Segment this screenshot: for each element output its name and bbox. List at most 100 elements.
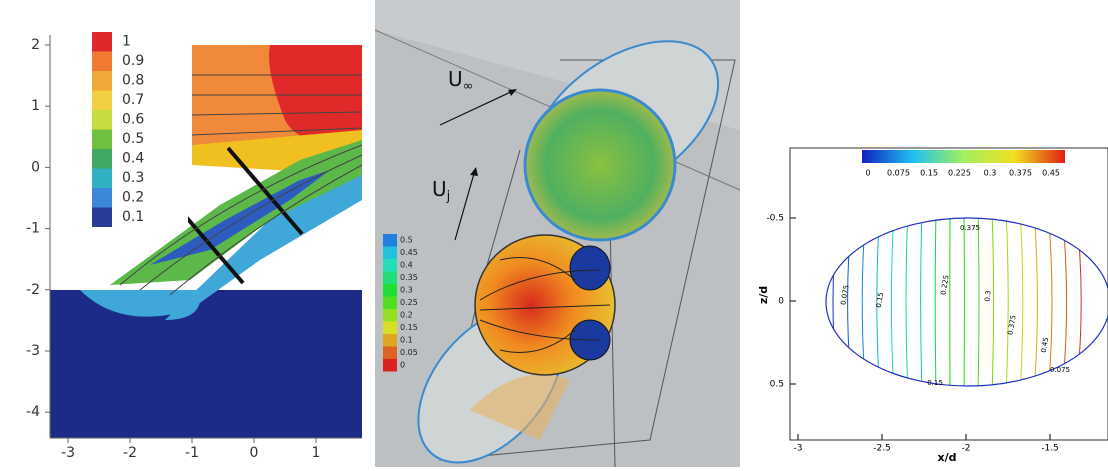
colorbar-swatch xyxy=(383,272,397,285)
colorbar xyxy=(862,150,1065,163)
colorbar-label: 0.1 xyxy=(400,336,413,345)
colorbar-label: 0.9 xyxy=(122,53,144,69)
subscript: ∞ xyxy=(463,79,474,94)
contour-label: 0.3 xyxy=(984,290,993,302)
y-tick-label: 0.5 xyxy=(770,380,784,390)
contour-outline xyxy=(826,218,1108,386)
vortex xyxy=(570,246,610,290)
contour-label: 0.45 xyxy=(1040,337,1051,354)
colorbar-label: 0.45 xyxy=(1042,169,1060,178)
y-tick-label: 0 xyxy=(778,297,784,307)
y-tick-label: 0 xyxy=(31,159,40,175)
colorbar-label: 0.25 xyxy=(400,298,418,307)
colorbar-swatch xyxy=(92,71,112,91)
symbol: U xyxy=(448,67,463,91)
plot-frame xyxy=(790,148,1108,440)
colorbar-label: 0.4 xyxy=(122,151,144,167)
colorbar-label: 0.7 xyxy=(122,92,144,108)
contour-label: 0.225 xyxy=(939,274,950,295)
contour-line xyxy=(921,210,922,394)
colorbar-swatch xyxy=(383,259,397,272)
colorbar-label: 0.075 xyxy=(887,169,910,178)
colorbar-label: 0.3 xyxy=(122,170,144,186)
y-tick-label: -0.5 xyxy=(766,214,784,224)
contour-line xyxy=(906,210,908,394)
colorbar-swatch xyxy=(92,32,112,52)
colorbar-label: 0.6 xyxy=(122,112,144,128)
colorbar-label: 0.375 xyxy=(1009,169,1032,178)
colorbar-label: 0 xyxy=(400,361,405,370)
contour-label: 0.15 xyxy=(875,292,886,309)
colorbar-label: 0 xyxy=(865,169,870,178)
y-tick-label: 1 xyxy=(31,98,40,114)
colorbar-label: 0.45 xyxy=(400,248,418,257)
colorbar-swatch xyxy=(92,110,112,130)
contour-label: 0.075 xyxy=(839,284,850,305)
contour-line xyxy=(1076,210,1081,394)
x-tick-label: -2 xyxy=(962,444,971,454)
colorbar-swatch xyxy=(92,130,112,150)
colorbar-swatch xyxy=(383,347,397,360)
colorbar-label: 0.1 xyxy=(122,209,144,225)
symbol: U xyxy=(432,177,447,201)
colorbar-swatch xyxy=(383,247,397,260)
colorbar-label: 0.15 xyxy=(400,323,418,332)
contour-line xyxy=(1020,210,1023,394)
contour-line xyxy=(891,210,894,394)
y-tick-label: -1 xyxy=(26,221,40,237)
colorbar-swatch xyxy=(92,169,112,189)
contour-line xyxy=(935,210,936,394)
colorbar-swatch xyxy=(383,359,397,372)
x-tick-label: -2 xyxy=(123,445,137,461)
colorbar-label: 0.35 xyxy=(400,273,418,282)
subscript: j xyxy=(446,189,451,204)
y-tick-label: -3 xyxy=(26,343,40,359)
colorbar-swatch xyxy=(92,208,112,228)
contour-line xyxy=(862,210,866,394)
contour-label: 0.075 xyxy=(1050,366,1070,374)
y-tick-label: 2 xyxy=(31,37,40,53)
y-tick-label: -4 xyxy=(26,404,40,420)
x-tick-label: 0 xyxy=(250,445,259,461)
y-tick-label: -2 xyxy=(26,282,40,298)
colorbar-swatch xyxy=(383,297,397,310)
colorbar-label: 0.8 xyxy=(122,73,144,89)
y-axis-label: z/d xyxy=(757,286,770,304)
x-tick-label: -1.5 xyxy=(1041,444,1059,454)
contour-line xyxy=(992,210,994,394)
contour-label: 0.375 xyxy=(960,224,980,232)
panel-2: U∞ Uj xyxy=(375,0,747,467)
colorbar-label: 0.3 xyxy=(400,286,413,295)
x-tick-label: -2.5 xyxy=(873,444,891,454)
x-tick-label: -3 xyxy=(61,445,75,461)
colorbar-swatch xyxy=(92,149,112,169)
colorbar-swatch xyxy=(383,334,397,347)
panel-3: x/d z/d xyxy=(757,148,1108,464)
colorbar-label: 1 xyxy=(122,34,131,50)
colorbar-label: 0.15 xyxy=(920,169,938,178)
cross-section xyxy=(525,90,675,240)
x-tick-label: -3 xyxy=(794,444,803,454)
colorbar-label: 0.5 xyxy=(122,131,144,147)
colorbar-swatch xyxy=(383,309,397,322)
colorbar-label: 0.2 xyxy=(122,190,144,206)
colorbar-label: 0.4 xyxy=(400,261,413,270)
x-axis-label: x/d xyxy=(938,451,957,464)
contour-line xyxy=(1006,210,1008,394)
contour-label: 0.15 xyxy=(927,379,943,387)
colorbar-swatch xyxy=(92,52,112,72)
colorbar-swatch xyxy=(92,91,112,111)
colorbar-label: 0.05 xyxy=(400,348,418,357)
x-tick-label: -1 xyxy=(185,445,199,461)
x-tick-label: 1 xyxy=(312,445,321,461)
contour-line xyxy=(848,210,852,394)
contour-line xyxy=(833,210,838,394)
colorbar-label: 0.225 xyxy=(948,169,971,178)
contour-line xyxy=(978,210,979,394)
colorbar-label: 0.5 xyxy=(400,236,413,245)
contour-line xyxy=(1034,210,1037,394)
wall-region xyxy=(50,290,362,438)
colorbar-swatch xyxy=(92,188,112,208)
